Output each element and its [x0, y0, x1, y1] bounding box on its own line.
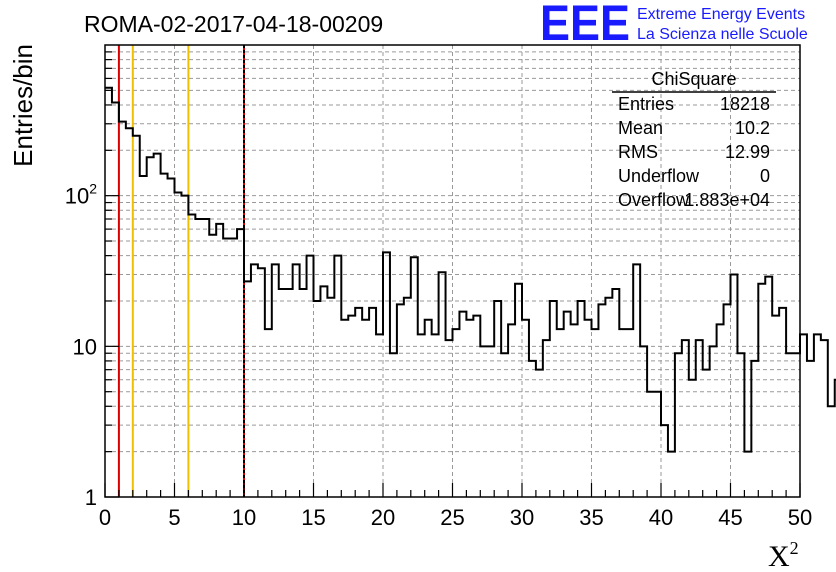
x-tick-labels: 0 5 10 15 20 25 30 35 40 45 50	[99, 505, 812, 530]
y-tick-label: 1	[85, 485, 97, 510]
stats-title: ChiSquare	[651, 69, 736, 89]
eee-logo: EEE Extreme Energy Events La Scienza nel…	[540, 0, 808, 51]
x-tick-label: 0	[99, 505, 111, 530]
y-tick-label-base: 10	[65, 184, 89, 209]
stats-row-value: 12.99	[725, 142, 770, 162]
reference-lines	[117, 45, 245, 497]
stats-row-label: Overflow	[618, 190, 690, 210]
y-tick-label-exponent: 2	[89, 181, 97, 197]
logo-wordmark: EEE	[540, 0, 630, 51]
x-tick-label: 45	[718, 505, 742, 530]
stats-box: ChiSquare Entries 18218 Mean 10.2 RMS 12.99 Un…	[612, 69, 776, 210]
x-axis-label-base: X	[768, 540, 790, 572]
x-axis-label: X2	[768, 538, 799, 572]
axis-ticks	[104, 51, 801, 498]
y-tick-label: 10	[73, 334, 97, 359]
x-tick-label: 5	[168, 505, 180, 530]
stats-row-value: 1.883e+04	[684, 190, 770, 210]
y-tick-label: 102	[65, 181, 97, 209]
x-tick-label: 20	[371, 505, 395, 530]
y-axis-label: Entries/bin	[8, 44, 38, 167]
x-tick-label: 50	[788, 505, 812, 530]
stats-row-label: Underflow	[618, 166, 700, 186]
grid	[105, 45, 800, 497]
stats-row-label: Mean	[618, 118, 663, 138]
stats-row-value: 0	[760, 166, 770, 186]
histogram-series	[105, 86, 836, 453]
stats-rows: Entries 18218 Mean 10.2 RMS 12.99 Underflow 0 Ov…	[618, 94, 770, 210]
chart-title: ROMA-02-2017-04-18-00209	[84, 11, 383, 37]
x-axis-label-superscript: 2	[790, 538, 799, 558]
x-tick-label: 30	[510, 505, 534, 530]
stats-row-label: RMS	[618, 142, 658, 162]
stats-row-label: Entries	[618, 94, 674, 114]
logo-line-1: Extreme Energy Events	[637, 6, 805, 23]
x-tick-label: 25	[440, 505, 464, 530]
x-tick-label: 35	[579, 505, 603, 530]
logo-line-2: La Scienza nelle Scuole	[637, 26, 808, 43]
x-tick-label: 15	[301, 505, 325, 530]
stats-row-value: 18218	[720, 94, 770, 114]
x-tick-label: 40	[649, 505, 673, 530]
stats-row-value: 10.2	[735, 118, 770, 138]
x-tick-label: 10	[232, 505, 256, 530]
